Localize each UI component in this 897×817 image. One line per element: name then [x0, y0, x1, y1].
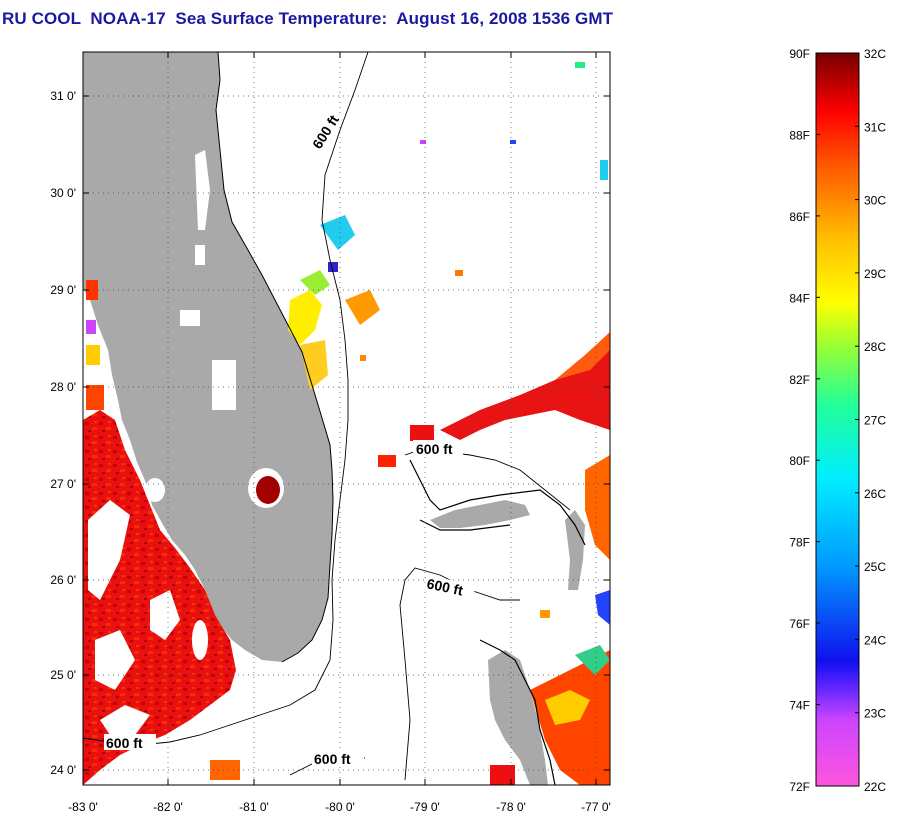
colorbar-c-label: 22C: [864, 780, 886, 794]
colorbar-c-label: 28C: [864, 340, 886, 354]
latitude-labels: 31 0' 30 0' 29 0' 28 0' 27 0' 26 0' 25 0…: [50, 89, 76, 777]
lat-label-31: 31 0': [50, 89, 76, 103]
colorbar-f-label: 78F: [789, 536, 810, 550]
inland-cloud-4: [212, 360, 236, 410]
lat-label-29: 29 0': [50, 283, 76, 297]
bahamas-land-abaco: [565, 510, 585, 590]
colorbar-c-label: 27C: [864, 414, 886, 428]
colorbar-c-label: 25C: [864, 560, 886, 574]
coastal-sst-patches: [86, 62, 608, 785]
colorbar-fahrenheit-labels: 90F 88F 86F 84F 82F 80F 78F 76F 74F 72F: [789, 47, 820, 794]
lat-label-26: 26 0': [50, 573, 76, 587]
atlantic-sst-orange-edge: [555, 332, 610, 380]
colorbar-f-label: 74F: [789, 699, 810, 713]
atlantic-sst-yellow: [545, 690, 590, 725]
atlantic-sst-green: [575, 645, 610, 675]
colorbar-c-label: 29C: [864, 267, 886, 281]
lat-label-24: 24 0': [50, 763, 76, 777]
colorbar-f-label: 82F: [789, 373, 810, 387]
map-frame: [82, 51, 611, 786]
atlantic-sst-blue: [595, 590, 610, 625]
axis-ticks: [82, 52, 610, 785]
colorbar-f-label: 88F: [789, 128, 810, 142]
contour-label-tongue: 600 ft: [425, 575, 464, 598]
lon-label-78: -78 0': [496, 800, 526, 814]
colorbar-f-label: 86F: [789, 210, 810, 224]
map-content: 600 ft 600 ft 600 ft 600 ft 600 ft: [83, 52, 610, 785]
atlantic-sst-orange-east: [585, 455, 610, 560]
lake-okeechobee: [256, 476, 280, 504]
florida-land: [83, 52, 333, 662]
colorbar-c-label: 24C: [864, 633, 886, 647]
contour-label-south: 600 ft: [314, 751, 351, 767]
colorbar: [815, 52, 860, 787]
contour-label-group: 600 ft 600 ft 600 ft 600 ft 600 ft: [104, 109, 476, 767]
bahamas-coastline: [409, 459, 586, 785]
colorbar-f-label: 84F: [789, 291, 810, 305]
lat-label-30: 30 0': [50, 186, 76, 200]
map-title: RU COOL NOAA-17 Sea Surface Temperature:…: [2, 9, 614, 28]
florida-coastline: [215, 52, 334, 663]
bahamas-land-grand: [430, 500, 530, 528]
colorbar-celsius-labels: 32C 31C 30C 29C 28C 27C 26C 25C 24C 23C 22C: [855, 47, 886, 794]
lon-label-77: -77 0': [581, 800, 611, 814]
colorbar-c-label: 23C: [864, 707, 886, 721]
colorbar-c-label: 26C: [864, 487, 886, 501]
longitude-labels: -83 0' -82 0' -81 0' -80 0' -79 0' -78 0…: [68, 800, 611, 814]
colorbar-f-label: 90F: [789, 47, 810, 61]
gulf-cloud-gaps: [88, 478, 208, 735]
lon-label-82: -82 0': [153, 800, 183, 814]
lon-label-83: -83 0': [68, 800, 98, 814]
colorbar-c-label: 30C: [864, 194, 886, 208]
graticule-grid: [83, 52, 610, 785]
inland-cloud-3: [180, 310, 200, 326]
atlantic-sst-red-patch: [440, 340, 610, 440]
bahamas-land-andros: [488, 650, 548, 785]
lon-label-80: -80 0': [325, 800, 355, 814]
lat-label-28: 28 0': [50, 380, 76, 394]
contour-label-bahamas: 600 ft: [416, 441, 453, 457]
colorbar-f-label: 80F: [789, 454, 810, 468]
colorbar-f-label: 72F: [789, 780, 810, 794]
lat-label-27: 27 0': [50, 477, 76, 491]
lat-label-25: 25 0': [50, 668, 76, 682]
inland-cloud-2: [195, 245, 205, 265]
lon-label-79: -79 0': [410, 800, 440, 814]
inland-cloud-1: [195, 150, 210, 230]
contour-label-keys: 600 ft: [106, 735, 143, 751]
colorbar-c-label: 31C: [864, 120, 886, 134]
colorbar-f-label: 76F: [789, 617, 810, 631]
colorbar-c-label: 32C: [864, 47, 886, 61]
lon-label-81: -81 0': [239, 800, 269, 814]
